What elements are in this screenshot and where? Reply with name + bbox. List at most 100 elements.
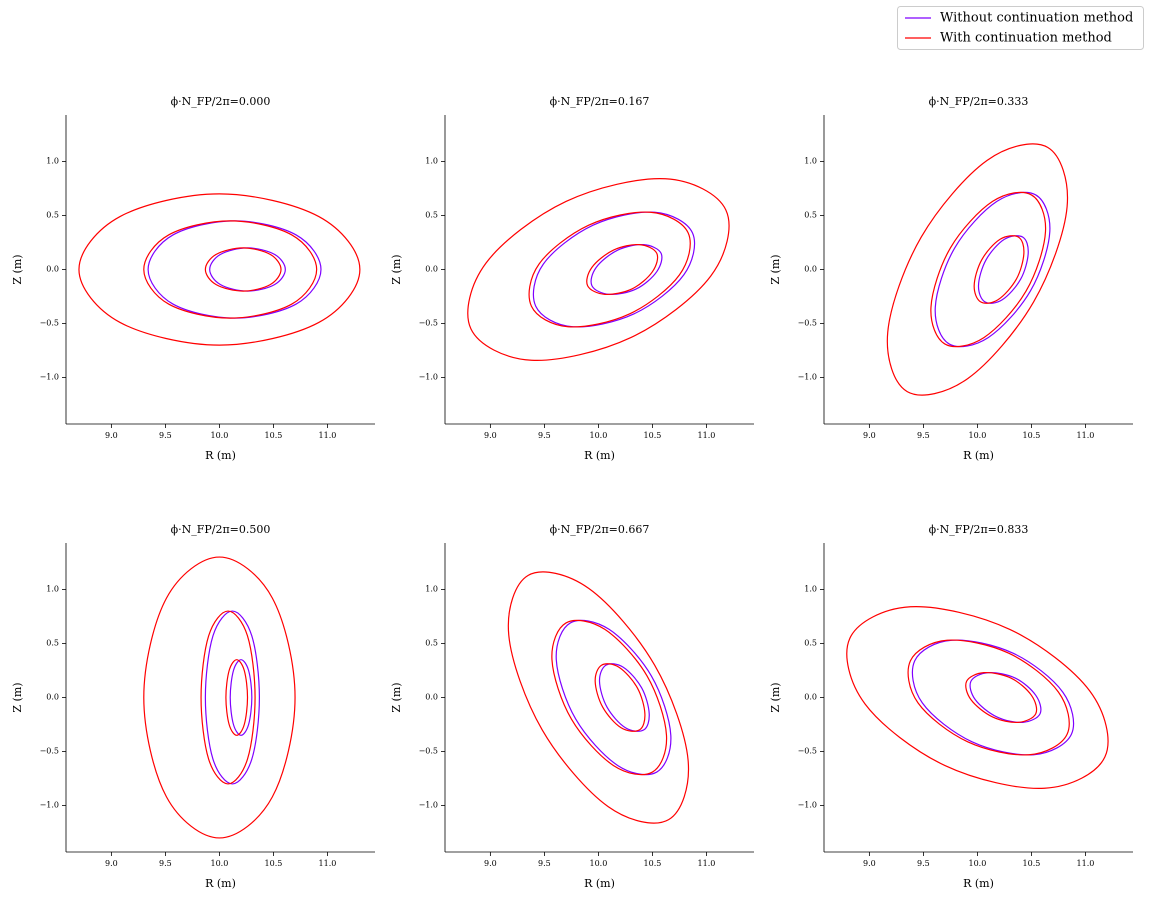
y-tick-label: 1.0: [804, 156, 817, 165]
plot-area: [886, 143, 1069, 396]
x-tick-label: 10.5: [644, 859, 662, 868]
y-tick-label: 1.0: [425, 584, 438, 593]
x-tick-label: 10.0: [211, 431, 229, 440]
flux-surface-line: [555, 619, 672, 776]
subplot: ϕ·N_FP/2π=0.000 R (m) Z (m) 9.0 9.5 10.0 10.5 1…: [11, 95, 375, 462]
y-tick-label: −0.5: [419, 747, 438, 756]
flux-surface-line: [147, 220, 322, 319]
y-tick-label: −1.0: [40, 373, 59, 382]
y-tick-label: −1.0: [419, 801, 438, 810]
x-tick-label: 9.0: [863, 431, 876, 440]
x-tick-label: 10.5: [265, 859, 283, 868]
plot-area: [507, 571, 690, 824]
y-tick-label: 0.0: [46, 265, 59, 274]
y-axis-label: Z (m): [390, 682, 403, 712]
subplot-title: ϕ·N_FP/2π=0.167: [550, 95, 650, 108]
subplot-title: ϕ·N_FP/2π=0.833: [929, 523, 1029, 536]
x-tick-label: 9.5: [917, 431, 930, 440]
x-tick-label: 9.0: [484, 431, 497, 440]
subplot: ϕ·N_FP/2π=0.833 R (m) Z (m) 9.0 9.5 10.0 10.5 1…: [769, 523, 1133, 890]
x-tick-label: 10.0: [590, 431, 608, 440]
x-tick-label: 9.0: [105, 431, 118, 440]
y-tick-label: 1.0: [46, 156, 59, 165]
plot-area: [846, 606, 1109, 789]
legend: Without continuation method With continu…: [897, 6, 1144, 50]
y-tick-label: 0.5: [425, 210, 438, 219]
x-tick-label: 10.0: [969, 431, 987, 440]
flux-surface-line: [934, 191, 1051, 348]
flux-surface-line: [846, 606, 1109, 789]
y-axis-label: Z (m): [769, 254, 782, 284]
subplot: ϕ·N_FP/2π=0.667 R (m) Z (m) 9.0 9.5 10.0 10.5 1…: [390, 523, 754, 890]
flux-surface-line: [507, 571, 690, 824]
y-tick-label: −0.5: [40, 747, 59, 756]
y-tick-label: 0.5: [804, 210, 817, 219]
legend-label: Without continuation method: [940, 11, 1133, 26]
legend-label: With continuation method: [940, 31, 1112, 46]
flux-surface-line: [143, 556, 296, 839]
flux-surface-line: [78, 193, 361, 346]
x-tick-label: 11.0: [319, 859, 337, 868]
x-tick-label: 10.5: [265, 431, 283, 440]
x-tick-label: 10.5: [1023, 431, 1041, 440]
x-tick-label: 10.0: [211, 859, 229, 868]
x-axis-label: R (m): [584, 877, 615, 890]
subplot-title: ϕ·N_FP/2π=0.333: [929, 95, 1029, 108]
y-tick-label: −0.5: [40, 319, 59, 328]
y-tick-label: 0.0: [425, 265, 438, 274]
subplot-title: ϕ·N_FP/2π=0.000: [171, 95, 271, 108]
x-axis-label: R (m): [963, 449, 994, 462]
y-tick-label: 0.0: [804, 265, 817, 274]
x-tick-label: 9.5: [538, 859, 551, 868]
y-tick-label: 1.0: [425, 156, 438, 165]
plot-area: [143, 556, 296, 839]
y-axis-label: Z (m): [11, 682, 24, 712]
subplot: ϕ·N_FP/2π=0.500 R (m) Z (m) 9.0 9.5 10.0 10.5 1…: [11, 523, 375, 890]
y-axis-label: Z (m): [390, 254, 403, 284]
legend-box: [897, 6, 1144, 50]
y-tick-label: −1.0: [798, 801, 817, 810]
subplot-title: ϕ·N_FP/2π=0.667: [550, 523, 650, 536]
y-tick-label: 1.0: [46, 584, 59, 593]
subplot: ϕ·N_FP/2π=0.167 R (m) Z (m) 9.0 9.5 10.0 10.5 1…: [390, 95, 754, 462]
y-tick-label: −1.0: [798, 373, 817, 382]
y-tick-label: 0.5: [425, 638, 438, 647]
y-tick-label: −0.5: [798, 747, 817, 756]
x-tick-label: 11.0: [1077, 431, 1095, 440]
x-tick-label: 11.0: [319, 431, 337, 440]
y-axis-label: Z (m): [769, 682, 782, 712]
x-tick-label: 9.5: [917, 859, 930, 868]
x-tick-label: 9.0: [484, 859, 497, 868]
x-tick-label: 10.5: [644, 431, 662, 440]
y-tick-label: 0.5: [46, 210, 59, 219]
x-tick-label: 9.5: [538, 431, 551, 440]
x-tick-label: 10.5: [1023, 859, 1041, 868]
plot-area: [78, 193, 361, 346]
x-axis-label: R (m): [205, 449, 236, 462]
x-tick-label: 9.0: [863, 859, 876, 868]
y-tick-label: 0.0: [46, 693, 59, 702]
y-tick-label: −1.0: [419, 373, 438, 382]
plot-area: [467, 178, 730, 361]
y-tick-label: 0.0: [425, 693, 438, 702]
x-tick-label: 10.0: [969, 859, 987, 868]
x-axis-label: R (m): [205, 877, 236, 890]
x-tick-label: 9.5: [159, 859, 172, 868]
y-tick-label: 0.0: [804, 693, 817, 702]
y-tick-label: −0.5: [798, 319, 817, 328]
x-axis-label: R (m): [584, 449, 615, 462]
subplot: ϕ·N_FP/2π=0.333 R (m) Z (m) 9.0 9.5 10.0 10.5 1…: [769, 95, 1133, 462]
y-tick-label: 1.0: [804, 584, 817, 593]
x-axis-label: R (m): [963, 877, 994, 890]
y-tick-label: −0.5: [419, 319, 438, 328]
flux-surface-line: [886, 143, 1069, 396]
x-tick-label: 11.0: [1077, 859, 1095, 868]
flux-surface-line: [467, 178, 730, 361]
x-tick-label: 10.0: [590, 859, 608, 868]
y-tick-label: −1.0: [40, 801, 59, 810]
x-tick-label: 9.0: [105, 859, 118, 868]
y-axis-label: Z (m): [11, 254, 24, 284]
